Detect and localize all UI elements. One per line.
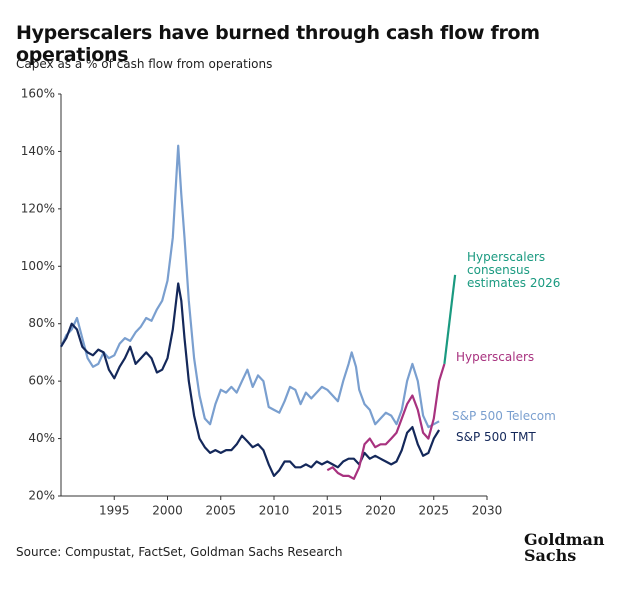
series-line	[443, 274, 457, 365]
y-tick-label: 80%	[28, 316, 55, 330]
y-tick-label: 40%	[28, 431, 55, 445]
y-tick-label: 120%	[21, 201, 55, 215]
series-label: S&P 500 TMT	[456, 430, 536, 444]
chart-title: Hyperscalers have burned through cash fl…	[16, 22, 540, 66]
y-tick-label: 100%	[21, 259, 55, 273]
y-tick-label: 20%	[28, 489, 55, 503]
x-tick-label: 2005	[205, 504, 236, 518]
x-tick-label: 2000	[152, 504, 183, 518]
y-tick-label: 140%	[21, 144, 55, 158]
x-tick-label: 2025	[418, 504, 449, 518]
chart-subtitle: Capex as a % of cash flow from operation…	[16, 57, 273, 71]
x-tick-label: 2010	[259, 504, 290, 518]
series-line	[326, 363, 446, 480]
series-label: Hyperscalers	[456, 350, 535, 364]
source-note: Source: Compustat, FactSet, Goldman Sach…	[16, 545, 343, 559]
y-tick-label: 60%	[28, 374, 55, 388]
logo: Goldman Sachs	[524, 530, 605, 565]
x-tick-label: 2015	[312, 504, 343, 518]
series-label: S&P 500 Telecom	[452, 409, 556, 423]
series-line	[60, 144, 440, 429]
y-tick-label: 160%	[21, 87, 55, 101]
series-label: Hyperscalers consensus estimates 2026	[467, 250, 561, 290]
x-tick-label: 2020	[365, 504, 396, 518]
series-line	[60, 282, 441, 477]
x-tick-label: 1995	[99, 504, 130, 518]
x-tick-label: 2030	[472, 504, 503, 518]
